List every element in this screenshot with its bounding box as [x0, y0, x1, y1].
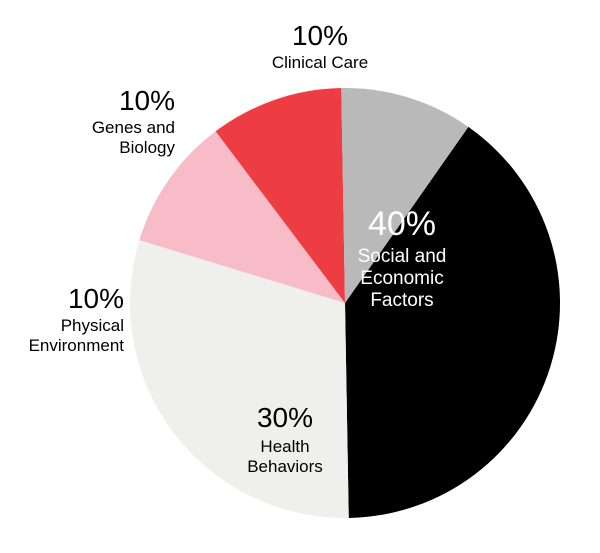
pct-health-behaviors: 30%	[257, 402, 313, 434]
pct-social-economic: 40%	[368, 205, 436, 244]
label-physical-environment: Physical Environment	[29, 316, 124, 355]
pct-physical-environment: 10%	[68, 283, 124, 315]
label-genes-biology: Genes and Biology	[92, 118, 175, 157]
label-clinical-care: Clinical Care	[272, 53, 368, 73]
pct-clinical-care: 10%	[292, 20, 348, 52]
label-social-economic: Social and Economic Factors	[358, 246, 447, 312]
label-health-behaviors: Health Behaviors	[247, 437, 323, 476]
pie-chart: 40%Social and Economic Factors 30%Health …	[0, 0, 600, 553]
pct-genes-biology: 10%	[119, 85, 175, 117]
